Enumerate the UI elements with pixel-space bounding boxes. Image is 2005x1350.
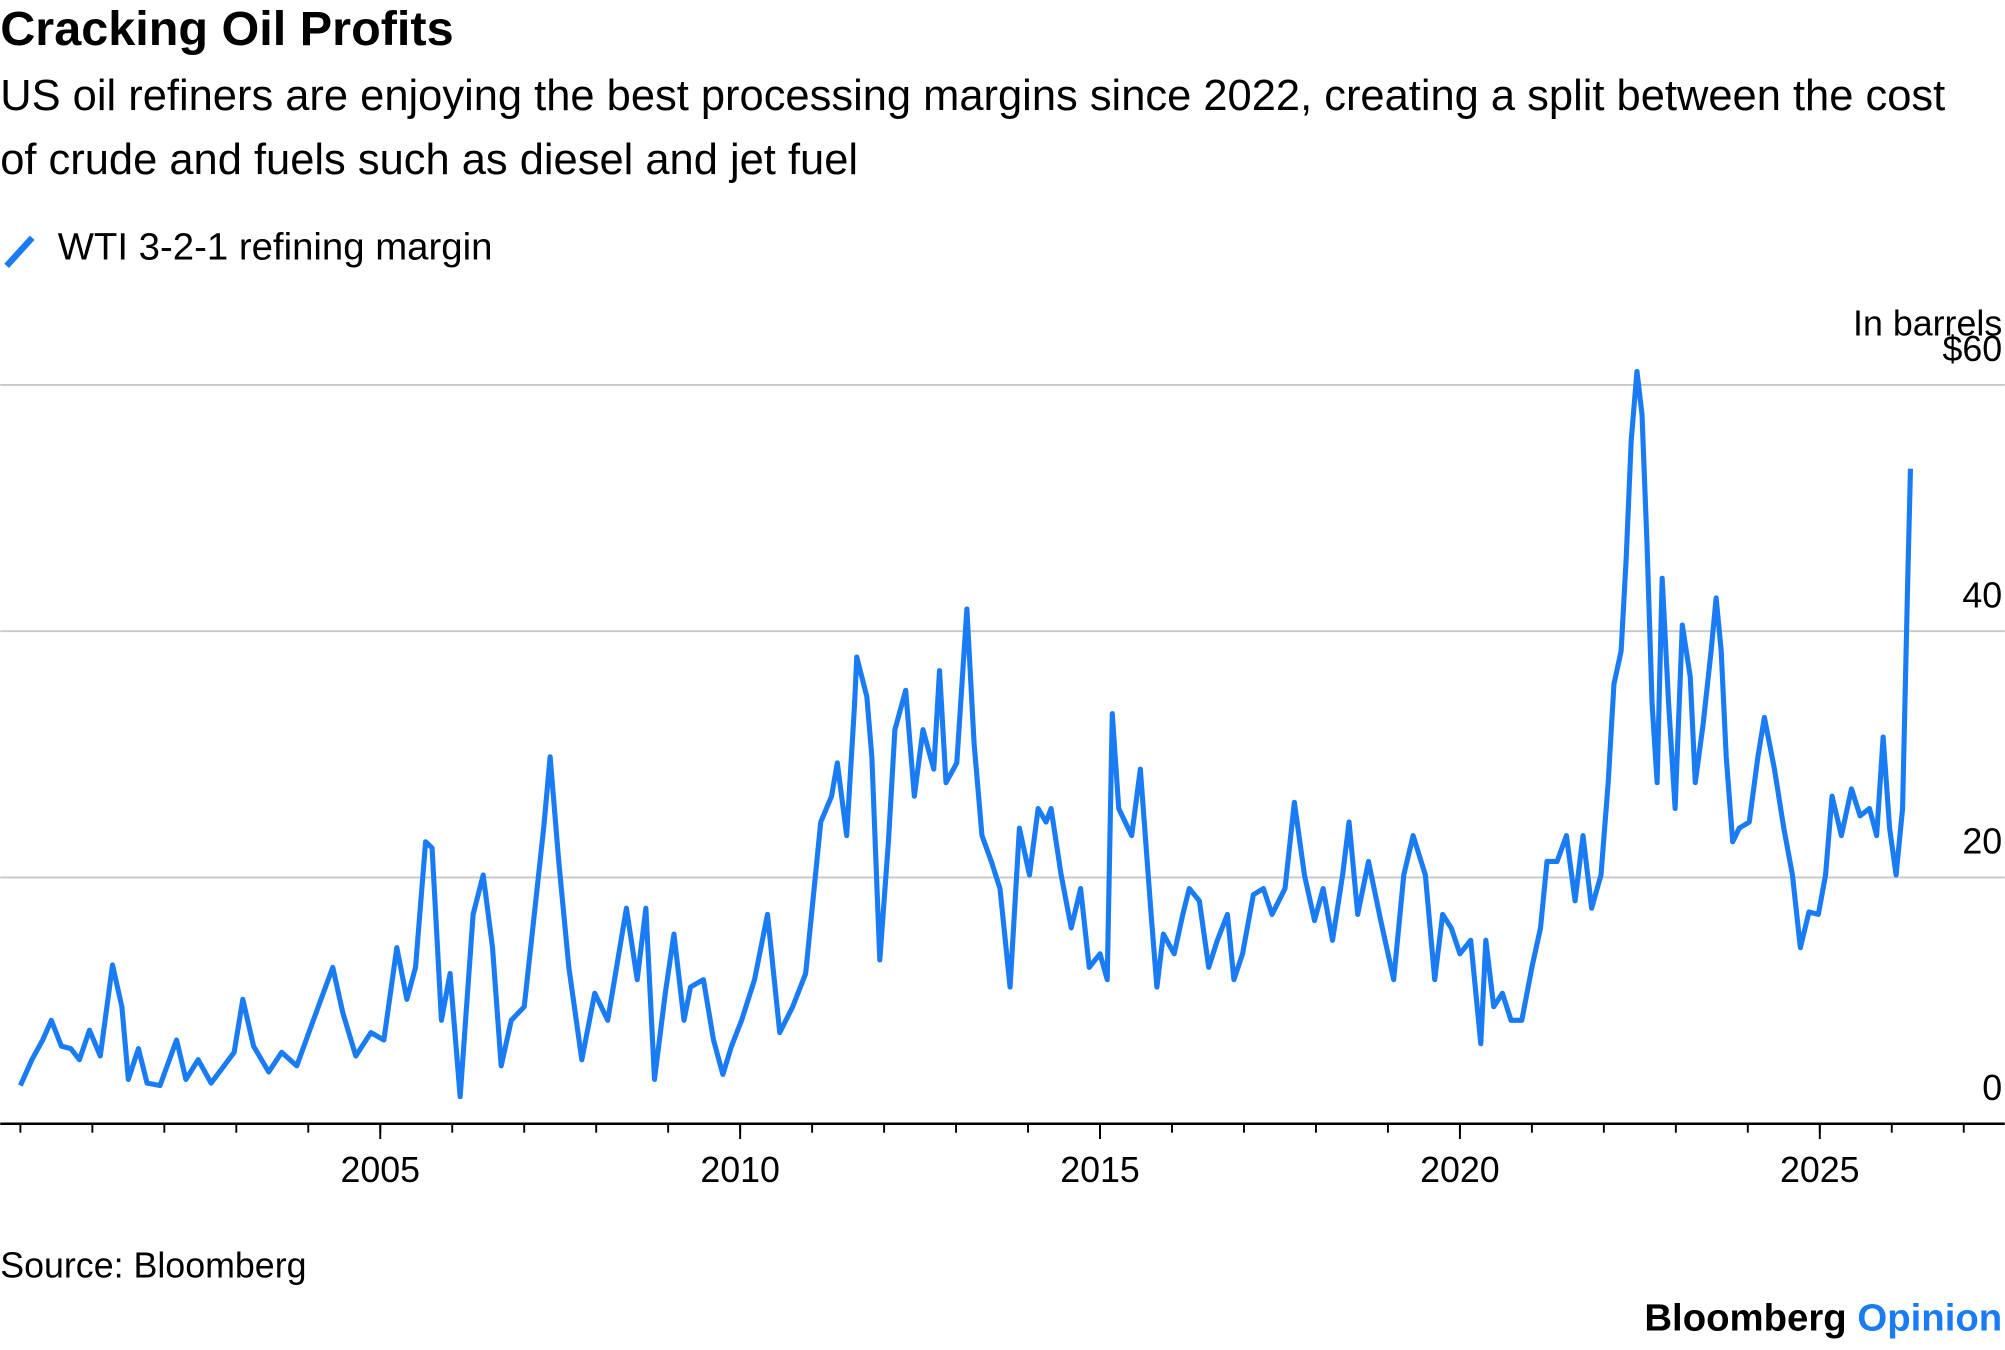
source: Source: Bloomberg xyxy=(0,1246,306,1286)
y-tick-label: 40 xyxy=(1962,575,2002,615)
x-tick-label: 2010 xyxy=(700,1150,780,1190)
y-tick-label: 0 xyxy=(1982,1068,2002,1108)
y-tick-label: $60 xyxy=(1943,329,2003,369)
brand-suffix: Opinion xyxy=(1857,1297,2002,1340)
legend-label: WTI 3-2-1 refining margin xyxy=(58,225,493,268)
y-tick-label: 20 xyxy=(1962,822,2002,862)
chart-subtitle: US oil refiners are enjoying the best pr… xyxy=(0,71,1946,185)
x-tick-label: 2020 xyxy=(1420,1150,1500,1190)
series-line xyxy=(18,368,1914,1100)
x-tick-label: 2025 xyxy=(1780,1150,1860,1190)
x-tick-label: 2005 xyxy=(340,1150,420,1190)
y-axis-label: In barrels xyxy=(1853,303,2002,343)
legend-swatch xyxy=(4,235,35,269)
x-tick-label: 2015 xyxy=(1060,1150,1140,1190)
subtitle-box: US oil refiners are enjoying the best pr… xyxy=(0,71,1946,185)
brand: Bloomberg xyxy=(1644,1297,1846,1340)
branding: Bloomberg Opinion xyxy=(1644,1297,2002,1340)
chart-title: Cracking Oil Profits xyxy=(0,2,453,56)
